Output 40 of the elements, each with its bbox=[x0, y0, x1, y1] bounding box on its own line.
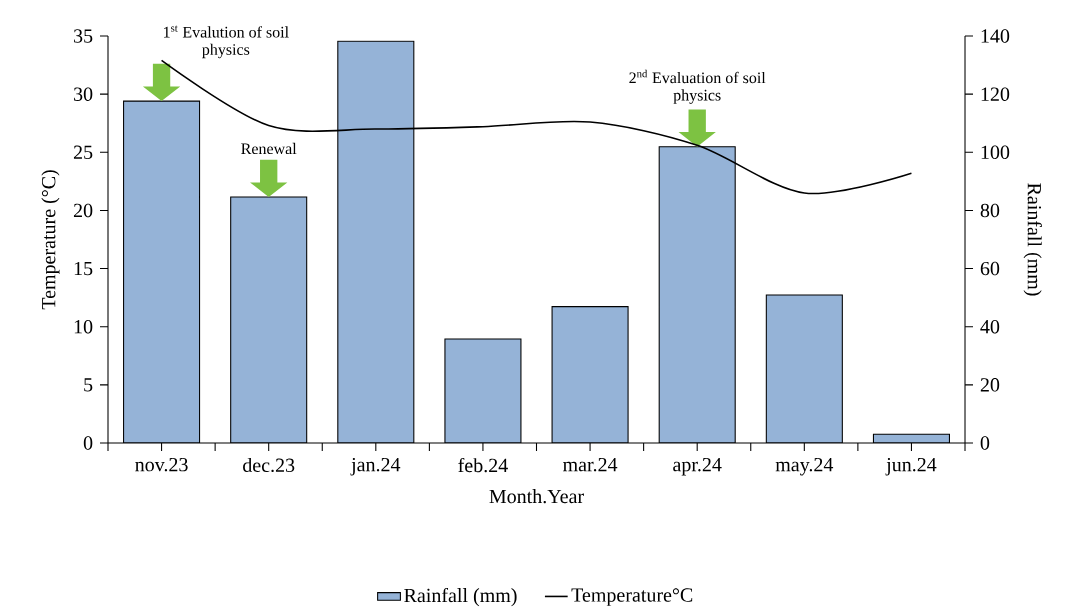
bar bbox=[230, 197, 307, 443]
y-tick-label: 15 bbox=[74, 261, 93, 276]
bar bbox=[659, 146, 736, 443]
x-tick-label: feb.24 bbox=[458, 457, 508, 473]
bar bbox=[337, 41, 414, 443]
x-tick-label: mar.24 bbox=[562, 457, 618, 472]
x-tick-label: dec.23 bbox=[243, 457, 295, 473]
x-tick-label: jun.24 bbox=[885, 457, 937, 476]
legend-label: Temperature°C bbox=[571, 588, 693, 606]
y2-tick-label: 20 bbox=[980, 378, 1000, 392]
y2-tick-label: 100 bbox=[981, 145, 1010, 160]
x-tick-label: may.24 bbox=[775, 457, 834, 476]
bar bbox=[123, 101, 200, 443]
annotation: Renewal bbox=[241, 142, 297, 155]
y-tick-label: 35 bbox=[74, 29, 93, 43]
y2-tick-label: 40 bbox=[980, 319, 1000, 334]
y-tick-label: 0 bbox=[83, 436, 93, 450]
y-tick-label: 5 bbox=[84, 378, 93, 392]
y2-axis-title: Rainfall (mm) bbox=[1023, 183, 1042, 296]
bar bbox=[444, 338, 521, 443]
y2-tick-label: 60 bbox=[980, 261, 1000, 276]
x-tick-label: apr.24 bbox=[673, 457, 722, 476]
y2-tick-label: 80 bbox=[980, 203, 1000, 218]
line-series bbox=[160, 59, 913, 195]
bar bbox=[552, 306, 629, 443]
y-tick-label: 25 bbox=[73, 145, 93, 159]
x-axis-title: Month.Year bbox=[489, 489, 584, 504]
y-tick-label: 10 bbox=[74, 319, 93, 334]
y-tick-label: 30 bbox=[74, 87, 93, 101]
y2-tick-label: 120 bbox=[981, 87, 1010, 101]
y-axis-title: Temperature (°C) bbox=[41, 170, 60, 310]
y2-tick-label: 140 bbox=[981, 29, 1010, 43]
y2-tick-label: 0 bbox=[980, 436, 990, 450]
x-tick-label: jan.24 bbox=[350, 457, 401, 476]
annotation: 2$^{nd}$ Evaluation of soil physics bbox=[629, 69, 766, 104]
y-tick-label: 20 bbox=[73, 203, 93, 218]
x-tick-label: nov.23 bbox=[135, 457, 188, 472]
annotation: 1$^{st}$ Evalution of soil physics bbox=[164, 25, 289, 59]
bar bbox=[766, 295, 843, 443]
legend-label: Rainfall (mm) bbox=[404, 587, 517, 607]
